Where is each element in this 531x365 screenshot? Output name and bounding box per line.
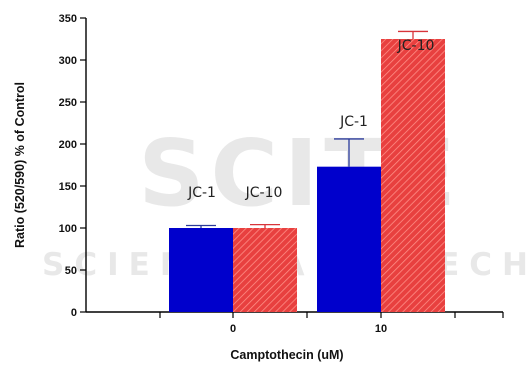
- plot-area: 0 50 100 150 200 250 300 350 0 JC-1 JC-10 10 JC-1 JC-…: [59, 13, 504, 335]
- series-label-jc-1: JC-1: [187, 185, 216, 201]
- y-tick-label: 150: [59, 181, 77, 193]
- series-label-jc-10: JC-10: [245, 185, 283, 201]
- series-label-jc-1: JC-1: [339, 114, 368, 130]
- y-tick-label: 350: [59, 13, 77, 25]
- y-tick-label: 200: [59, 139, 77, 151]
- y-tick-label: 100: [59, 223, 77, 235]
- y-tick-label: 50: [65, 265, 77, 277]
- y-tick-label: 0: [71, 307, 77, 319]
- x-tick-label: 0: [230, 323, 236, 335]
- x-tick-label: 10: [375, 323, 387, 335]
- series-label-jc-10: JC-10: [397, 38, 435, 54]
- y-tick-label: 250: [59, 97, 77, 109]
- y-tick-label: 300: [59, 55, 77, 67]
- bar-jc-1-10: [317, 166, 381, 312]
- bar-jc-10-0: [233, 228, 297, 312]
- y-axis-title: Ratio (520/590) % of Control: [13, 82, 27, 248]
- bar-jc-10-10: [381, 39, 445, 312]
- bar-jc-1-0: [169, 228, 233, 312]
- x-axis-title: Camptothecin (uM): [230, 348, 343, 362]
